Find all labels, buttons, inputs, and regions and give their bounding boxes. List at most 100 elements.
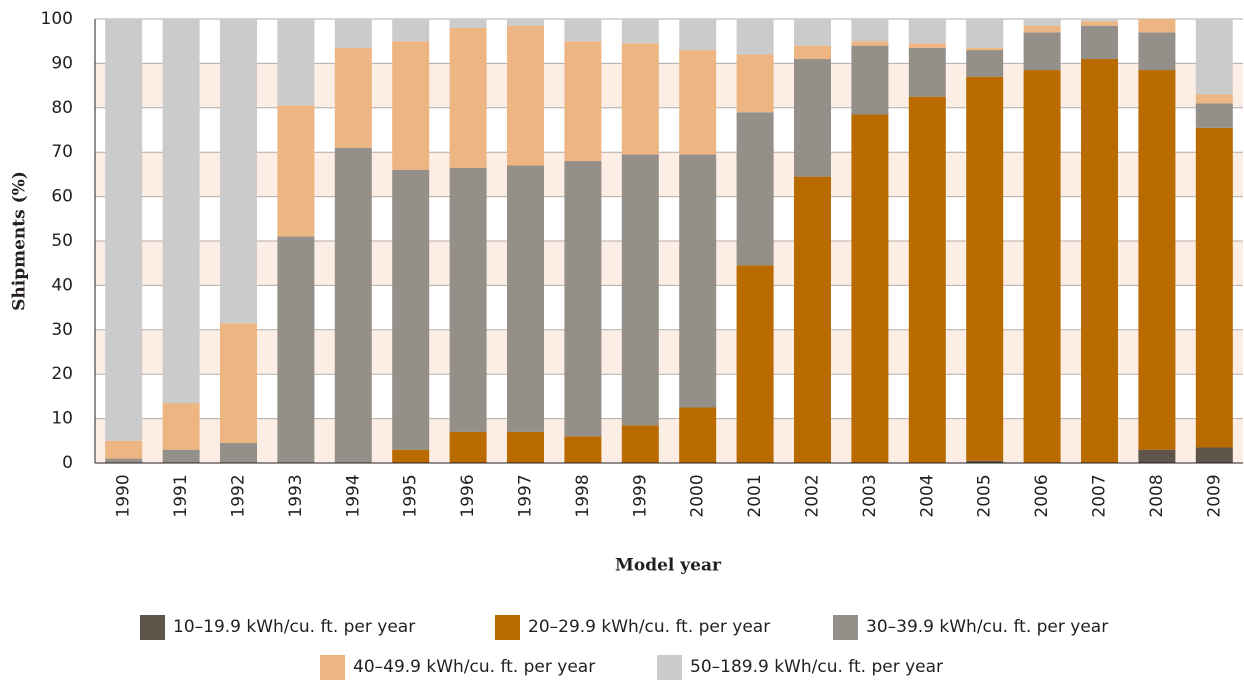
y-tick-label: 70 [51, 142, 73, 162]
bar-segment [564, 161, 602, 437]
y-axis-title: Shipments (%) [10, 171, 30, 311]
bar-segment [1138, 32, 1176, 71]
bar-segment [1023, 32, 1061, 71]
x-tick-label: 1991 [171, 474, 191, 517]
bar-segment [1081, 25, 1118, 59]
legend-swatch [495, 615, 520, 640]
y-tick-label: 0 [62, 453, 73, 473]
x-tick-label: 2005 [975, 474, 995, 517]
bar-segment [162, 403, 200, 450]
bar-segment [1138, 70, 1176, 450]
bar-segment [908, 43, 946, 48]
bar-segment [736, 19, 774, 55]
y-tick-label: 60 [51, 187, 73, 207]
bar-segment [908, 19, 946, 44]
bar-segment [392, 449, 430, 463]
bar-segment [507, 25, 544, 166]
x-tick-label: 2009 [1204, 474, 1224, 517]
bar-segment [277, 236, 315, 463]
bar-segment [794, 45, 831, 59]
bar-segment [908, 47, 946, 97]
bar-segment [794, 19, 831, 46]
x-tick-label: 1995 [401, 474, 421, 517]
bar-segment [507, 165, 544, 432]
bar-segment [966, 76, 1004, 461]
bar-segment [334, 147, 372, 463]
bar-segment [105, 19, 143, 441]
bar-segment [794, 58, 831, 177]
bar-segment [966, 19, 1004, 48]
legend-label: 30–39.9 kWh/cu. ft. per year [866, 617, 1108, 637]
bar-segment [736, 265, 774, 463]
x-tick-label: 1998 [573, 474, 593, 517]
bar-segment [449, 167, 487, 432]
bar-segment [1195, 103, 1233, 128]
x-tick-label: 2000 [688, 474, 708, 517]
bar-segment [507, 19, 544, 26]
bar-segment [851, 19, 889, 42]
bar-segment [679, 154, 717, 408]
bar-segment [220, 19, 257, 324]
bar-segment [794, 176, 831, 463]
bar-segment [1195, 19, 1233, 95]
bar-segment [449, 19, 487, 28]
x-tick-label: 2007 [1090, 474, 1110, 517]
bar-segment [1195, 447, 1233, 463]
bar-segment [679, 19, 717, 51]
y-tick-label: 10 [51, 409, 73, 429]
y-tick-label: 20 [51, 364, 73, 384]
x-tick-label: 1993 [286, 474, 306, 517]
bar-segment [564, 436, 602, 463]
legend-swatch [140, 615, 165, 640]
legend-label: 40–49.9 kWh/cu. ft. per year [353, 657, 595, 677]
bar-segment [736, 54, 774, 113]
bar-segment [507, 431, 544, 463]
bar-segment [1195, 127, 1233, 448]
bar-segment [162, 449, 200, 463]
bar-segment [449, 27, 487, 168]
x-tick-label: 1990 [114, 474, 134, 517]
bar-segment [220, 323, 257, 444]
x-tick-label: 1997 [516, 474, 536, 517]
bar-segment [1023, 19, 1061, 26]
bar-segment [966, 47, 1004, 51]
bar-segment [449, 431, 487, 463]
bar-segment [621, 425, 659, 463]
legend-swatch [657, 655, 682, 680]
bar-segment [162, 19, 200, 404]
bar-segment [679, 407, 717, 463]
x-tick-label: 2002 [803, 474, 823, 517]
x-tick-label: 2008 [1147, 474, 1167, 517]
bar-segment [105, 458, 143, 463]
bar-segment [851, 45, 889, 115]
y-tick-label: 40 [51, 275, 73, 295]
y-tick-label: 50 [51, 231, 73, 251]
bar-segment [1023, 70, 1061, 463]
x-tick-label: 2006 [1032, 474, 1052, 517]
bar-segment [334, 47, 372, 148]
bar-segment [908, 96, 946, 463]
bar-segment [334, 19, 372, 48]
bar-segment [621, 19, 659, 44]
background-band [95, 63, 1243, 108]
bar-segment [1138, 449, 1176, 463]
bar-segment [851, 41, 889, 46]
x-tick-label: 2001 [745, 474, 765, 517]
bar-segment [621, 43, 659, 155]
x-tick-label: 1992 [229, 474, 249, 517]
x-tick-label: 1996 [458, 474, 478, 517]
legend-swatch [320, 655, 345, 680]
bar-segment [392, 19, 430, 42]
bar-segment [736, 112, 774, 266]
bar-segment [564, 19, 602, 42]
y-tick-label: 30 [51, 320, 73, 340]
legend-swatch [833, 615, 858, 640]
bar-segment [277, 19, 315, 106]
bar-segment [1195, 94, 1233, 104]
y-tick-label: 80 [51, 98, 73, 118]
bar-segment [392, 169, 430, 450]
background-band [95, 241, 1243, 286]
bar-segment [1023, 25, 1061, 33]
bar-segment [105, 440, 143, 459]
